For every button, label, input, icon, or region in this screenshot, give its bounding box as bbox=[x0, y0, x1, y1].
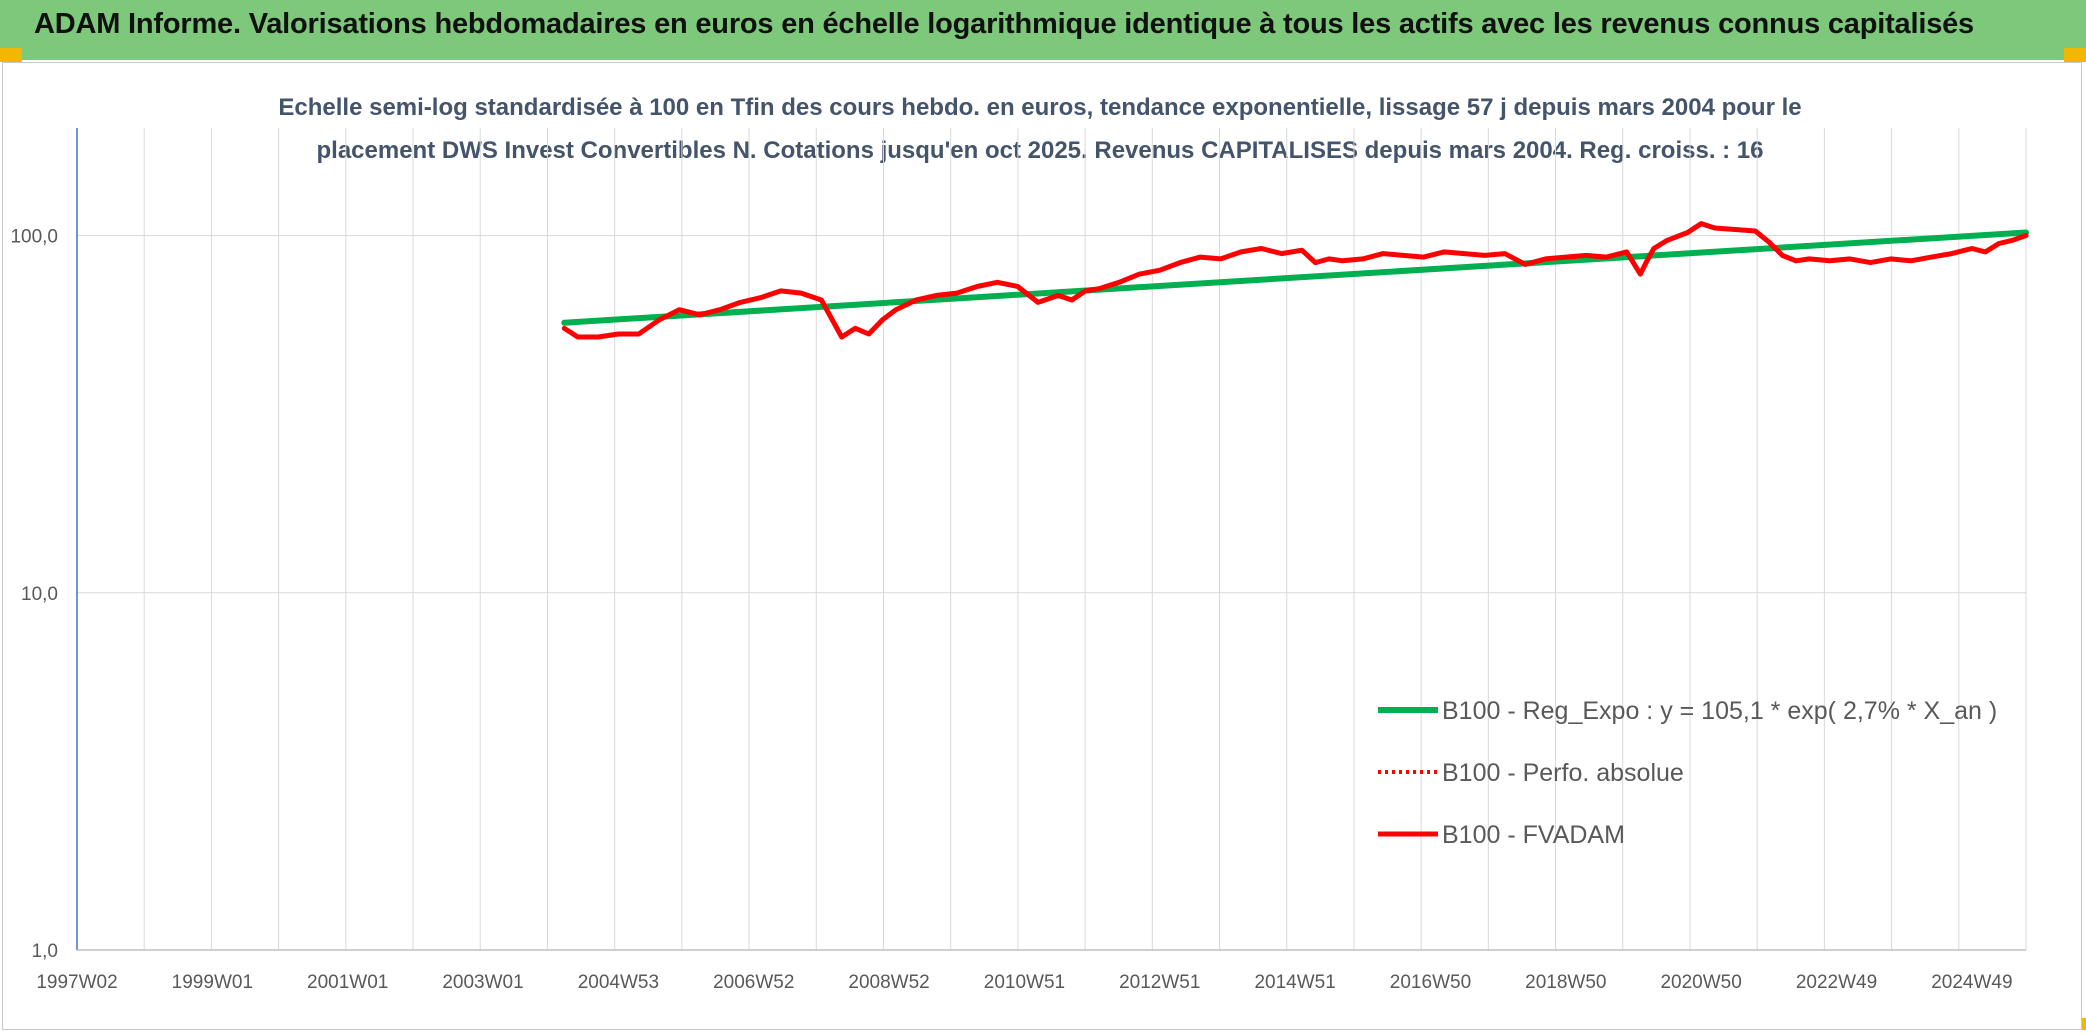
series-line-2 bbox=[561, 221, 2029, 340]
x-tick-label: 2010W51 bbox=[984, 972, 1065, 993]
x-tick-label: 1999W01 bbox=[172, 972, 253, 993]
x-tick-label: 2008W52 bbox=[848, 972, 929, 993]
legend: B100 - Reg_Expo : y = 105,1 * exp( 2,7% … bbox=[1378, 697, 1997, 849]
x-tick-label: 2016W50 bbox=[1390, 972, 1471, 993]
y-tick-label: 10,0 bbox=[21, 584, 58, 605]
tick-labels: 1,0 10,0 100,0 1997W02 1999W01 2001W01 2003W01… bbox=[10, 227, 2012, 993]
axes bbox=[76, 128, 2026, 951]
report-title: ADAM Informe. Valorisations hebdomadaire… bbox=[34, 8, 1974, 40]
subtitle-line-1: Echelle semi-log standardisée à 100 en T… bbox=[278, 94, 1801, 121]
y-tick-label: 1,0 bbox=[32, 941, 58, 962]
x-tick-label: 2004W53 bbox=[578, 972, 659, 993]
x-tick-label: 2006W52 bbox=[713, 972, 794, 993]
x-tick-label: 2022W49 bbox=[1796, 972, 1877, 993]
x-tick-label: 2003W01 bbox=[442, 972, 523, 993]
x-tick-label: 1997W02 bbox=[36, 972, 117, 993]
x-tick-label: 2014W51 bbox=[1254, 972, 1335, 993]
legend-label-2: B100 - FVADAM bbox=[1442, 821, 1625, 849]
legend-label-1: B100 - Perfo. absolue bbox=[1442, 759, 1684, 787]
title-banner: ADAM Informe. Valorisations hebdomadaire… bbox=[0, 0, 2086, 60]
x-tick-label: 2012W51 bbox=[1119, 972, 1200, 993]
legend-label-0: B100 - Reg_Expo : y = 105,1 * exp( 2,7% … bbox=[1442, 697, 1997, 725]
corner-accent-top-right bbox=[2064, 48, 2086, 62]
x-tick-label: 2020W50 bbox=[1660, 972, 1741, 993]
x-tick-label: 2024W49 bbox=[1931, 972, 2012, 993]
subtitle-line-2: placement DWS Invest Convertibles N. Cot… bbox=[316, 137, 1763, 164]
x-tick-label: 2018W50 bbox=[1525, 972, 1606, 993]
chart-subtitle: Echelle semi-log standardisée à 100 en T… bbox=[278, 94, 1801, 164]
series-lines bbox=[561, 221, 2029, 340]
x-tick-label: 2001W01 bbox=[307, 972, 388, 993]
y-tick-label: 100,0 bbox=[10, 227, 58, 248]
chart-frame bbox=[2, 62, 2082, 1030]
series-line-0 bbox=[561, 229, 2029, 326]
corner-accent-top-left bbox=[0, 48, 22, 62]
